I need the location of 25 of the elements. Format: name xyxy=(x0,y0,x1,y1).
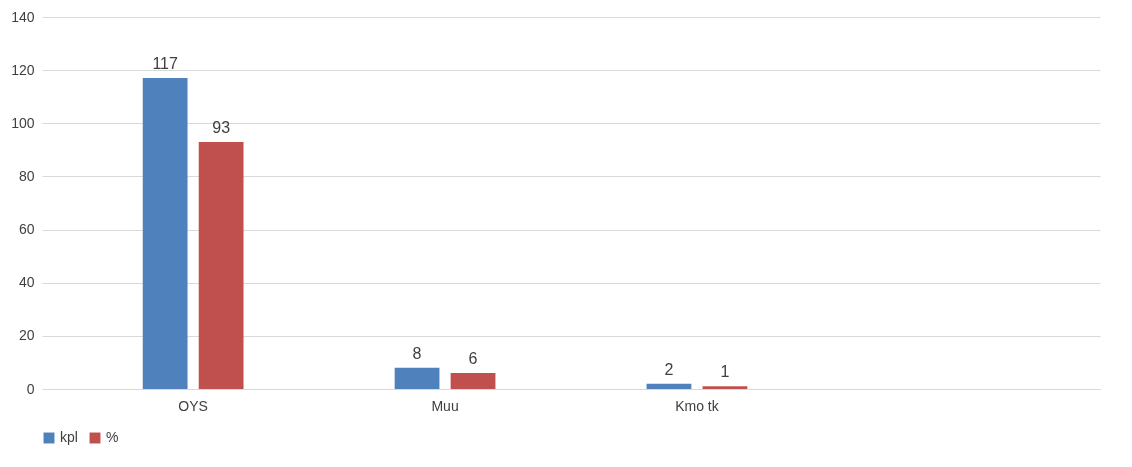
data-label: 8 xyxy=(412,344,422,362)
y-tick-label: 20 xyxy=(18,327,35,344)
bar xyxy=(646,383,692,389)
y-tick-label: 40 xyxy=(18,274,35,291)
y-tick-label: 60 xyxy=(18,221,35,238)
y-tick-label: 140 xyxy=(11,8,35,25)
legend-label: kpl xyxy=(60,429,78,445)
y-tick-label: 120 xyxy=(11,61,35,78)
data-label: 1 xyxy=(720,363,730,381)
y-tick-label: 100 xyxy=(11,114,35,131)
y-tick-label: 80 xyxy=(18,167,35,184)
bar xyxy=(702,386,748,389)
bar xyxy=(142,78,188,389)
x-tick-label: Muu xyxy=(431,397,459,414)
data-label: 2 xyxy=(664,360,674,378)
bar xyxy=(394,367,440,389)
data-label: 117 xyxy=(152,55,179,73)
data-label: 93 xyxy=(212,118,231,136)
bar xyxy=(450,373,496,389)
bar xyxy=(198,141,244,389)
data-label: 6 xyxy=(468,350,478,368)
x-tick-label: Kmo tk xyxy=(675,397,720,414)
y-tick-label: 0 xyxy=(26,380,35,397)
x-tick-label: OYS xyxy=(178,397,208,414)
legend-label: % xyxy=(106,429,119,445)
